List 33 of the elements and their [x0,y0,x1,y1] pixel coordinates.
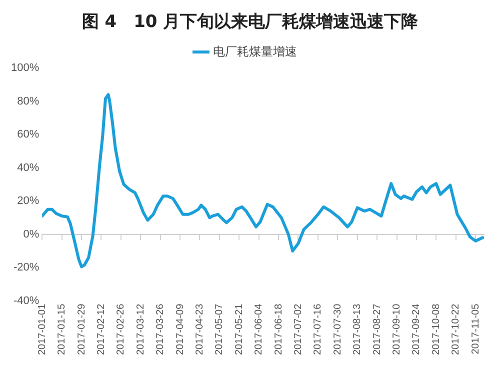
x-tick-label: 2017-01-01 [36,303,48,356]
x-tick-label: 2017-05-21 [234,303,245,356]
x-tick-label: 2017-07-30 [332,303,344,356]
x-tick-label: 2017-05-07 [214,303,226,356]
x-tick-label: 2017-09-24 [411,303,422,356]
y-tick-label: 100% [10,62,40,74]
y-tick-label: 80% [17,95,40,108]
x-tick-label: 2017-08-13 [352,303,364,356]
x-tick-label: 2017-07-02 [292,303,304,356]
x-tick-label: 2017-04-23 [194,303,206,356]
chart-title: 图 4 10 月下旬以来电厂耗煤增速迅速下降 [80,11,420,34]
x-tick-label: 2017-06-04 [254,303,265,356]
y-tick-label: 20% [17,195,40,208]
y-tick-label: -40% [13,294,40,307]
x-tick-label: 2017-11-05 [470,303,482,354]
x-tick-label: 2017-03-12 [135,303,146,356]
x-tick-label: 2017-09-10 [392,303,403,356]
legend-label: 电厂耗煤量增速 [213,44,297,58]
x-tick-label: 2017-02-12 [96,303,107,356]
y-tick-label: -20% [13,262,40,274]
x-tick-label: 2017-03-26 [155,303,166,356]
x-tick-label: 2017-10-08 [430,303,442,356]
x-tick-label: 2017-01-15 [56,303,68,356]
x-tick-label: 2017-01-29 [76,303,88,356]
y-tick-label: 0% [23,228,40,240]
x-tick-label: 2017-08-27 [372,303,383,356]
x-tick-label: 2017-04-09 [174,303,186,356]
x-tick-label: 2017-10-22 [450,303,462,356]
x-tick-label: 2017-06-18 [273,303,284,356]
y-tick-label: 60% [17,128,40,141]
y-tick-label: 40% [17,162,40,174]
x-tick-label: 2017-02-26 [116,303,127,356]
x-tick-label: 2017-07-16 [312,303,324,356]
